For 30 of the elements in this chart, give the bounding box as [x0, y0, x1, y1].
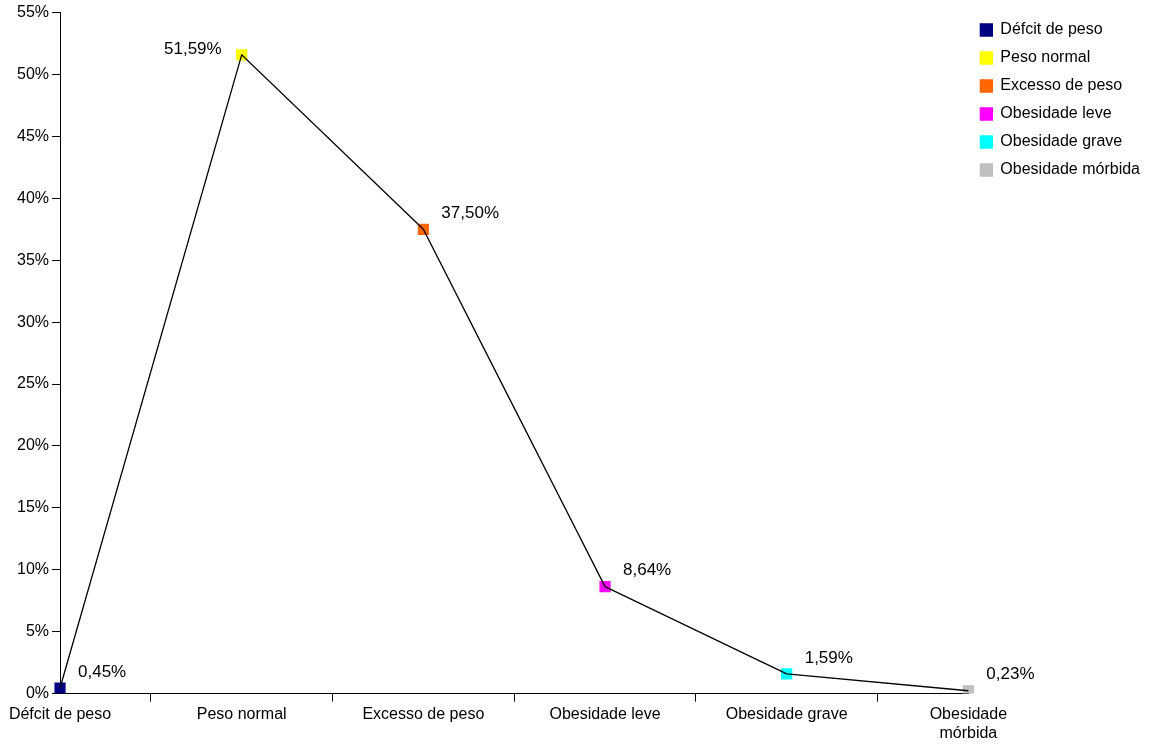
legend-label: Obesidade mórbida — [1000, 160, 1141, 178]
data-label: 1,59% — [804, 647, 853, 667]
legend-label: Excesso de peso — [1000, 76, 1123, 94]
y-tick-label: 35% — [16, 250, 50, 268]
x-tick-label: Obesidade leve — [549, 704, 661, 722]
x-tick-label: Obesidade mórbida — [929, 704, 1008, 741]
x-tick-label: Défcit de peso — [8, 704, 112, 722]
y-tick-label: 20% — [16, 436, 50, 454]
legend-label: Défcit de peso — [1000, 20, 1103, 38]
y-tick-label: 30% — [16, 312, 50, 330]
y-tick-label: 0% — [25, 684, 50, 702]
x-tick-label: Excesso de peso — [362, 704, 485, 722]
legend-label: Peso normal — [1000, 48, 1091, 66]
legend-label: Obesidade leve — [1000, 104, 1112, 122]
y-tick-label: 55% — [16, 3, 50, 21]
data-label: 51,59% — [164, 38, 222, 58]
y-tick-label: 25% — [16, 374, 50, 392]
x-tick-label: Peso normal — [196, 704, 287, 722]
data-label: 0,23% — [986, 664, 1035, 684]
data-label: 37,50% — [441, 202, 500, 222]
y-tick-label: 5% — [25, 622, 50, 640]
y-tick-label: 40% — [16, 188, 50, 206]
data-label: 0,45% — [78, 661, 127, 681]
data-label: 8,64% — [623, 560, 672, 580]
y-tick-label: 15% — [16, 498, 50, 516]
y-tick-label: 50% — [16, 64, 50, 82]
x-tick-label: Obesidade grave — [725, 704, 848, 722]
y-tick-label: 10% — [16, 560, 50, 578]
y-tick-label: 45% — [16, 126, 50, 144]
legend-label: Obesidade grave — [1000, 132, 1123, 150]
